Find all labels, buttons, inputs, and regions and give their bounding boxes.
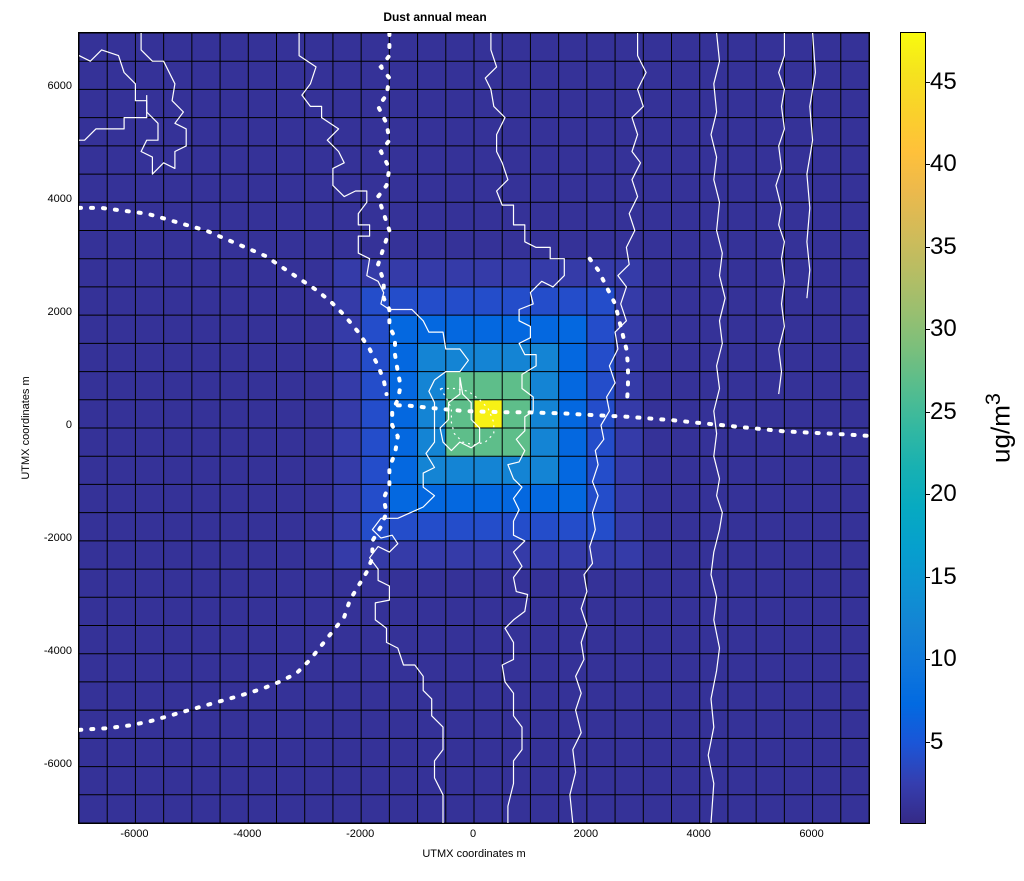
colorbar-tick-label: 5 (930, 728, 943, 756)
heatmap-svg (79, 33, 869, 823)
colorbar-label-base: ug/m (986, 405, 1016, 463)
y-axis-label: UTMX coordinates m (20, 32, 40, 824)
colorbar-tick-label: 20 (930, 480, 957, 508)
colorbar-tick-mark (925, 494, 930, 495)
colorbar-tick-mark (925, 412, 930, 413)
colorbar-label-text: ug/m3 (980, 32, 1017, 824)
colorbar (900, 32, 926, 824)
plot-area (78, 32, 870, 824)
colorbar-tick-label: 40 (930, 150, 957, 178)
xtick-label: -2000 (335, 828, 385, 840)
xtick-label: -4000 (222, 828, 272, 840)
y-axis-label-text: UTMX coordinates m (20, 32, 32, 824)
xtick-label: -6000 (109, 828, 159, 840)
colorbar-tick-mark (925, 659, 930, 660)
colorbar-tick-label: 30 (930, 315, 957, 343)
colorbar-tick-mark (925, 82, 930, 83)
colorbar-tick-mark (925, 742, 930, 743)
xtick-label: 4000 (674, 828, 724, 840)
colorbar-label: ug/m3 (980, 32, 1010, 824)
xtick-label: 6000 (787, 828, 837, 840)
xtick-label: 2000 (561, 828, 611, 840)
chart-title: Dust annual mean (0, 10, 870, 24)
colorbar-tick-label: 25 (930, 398, 957, 426)
colorbar-tick-label: 15 (930, 563, 957, 591)
colorbar-tick-label: 45 (930, 68, 957, 96)
colorbar-tick-mark (925, 329, 930, 330)
xtick-label: 0 (448, 828, 498, 840)
x-axis-label: UTMX coordinates m (78, 848, 870, 860)
figure: Dust annual mean -6000 -4000 -2000 0 2000 400… (0, 0, 1024, 881)
colorbar-tick-label: 35 (930, 233, 957, 261)
colorbar-gradient (901, 33, 925, 823)
colorbar-tick-mark (925, 577, 930, 578)
colorbar-tick-mark (925, 247, 930, 248)
colorbar-tick-label: 10 (930, 645, 957, 673)
colorbar-tick-mark (925, 164, 930, 165)
colorbar-label-sup: 3 (980, 393, 1005, 405)
